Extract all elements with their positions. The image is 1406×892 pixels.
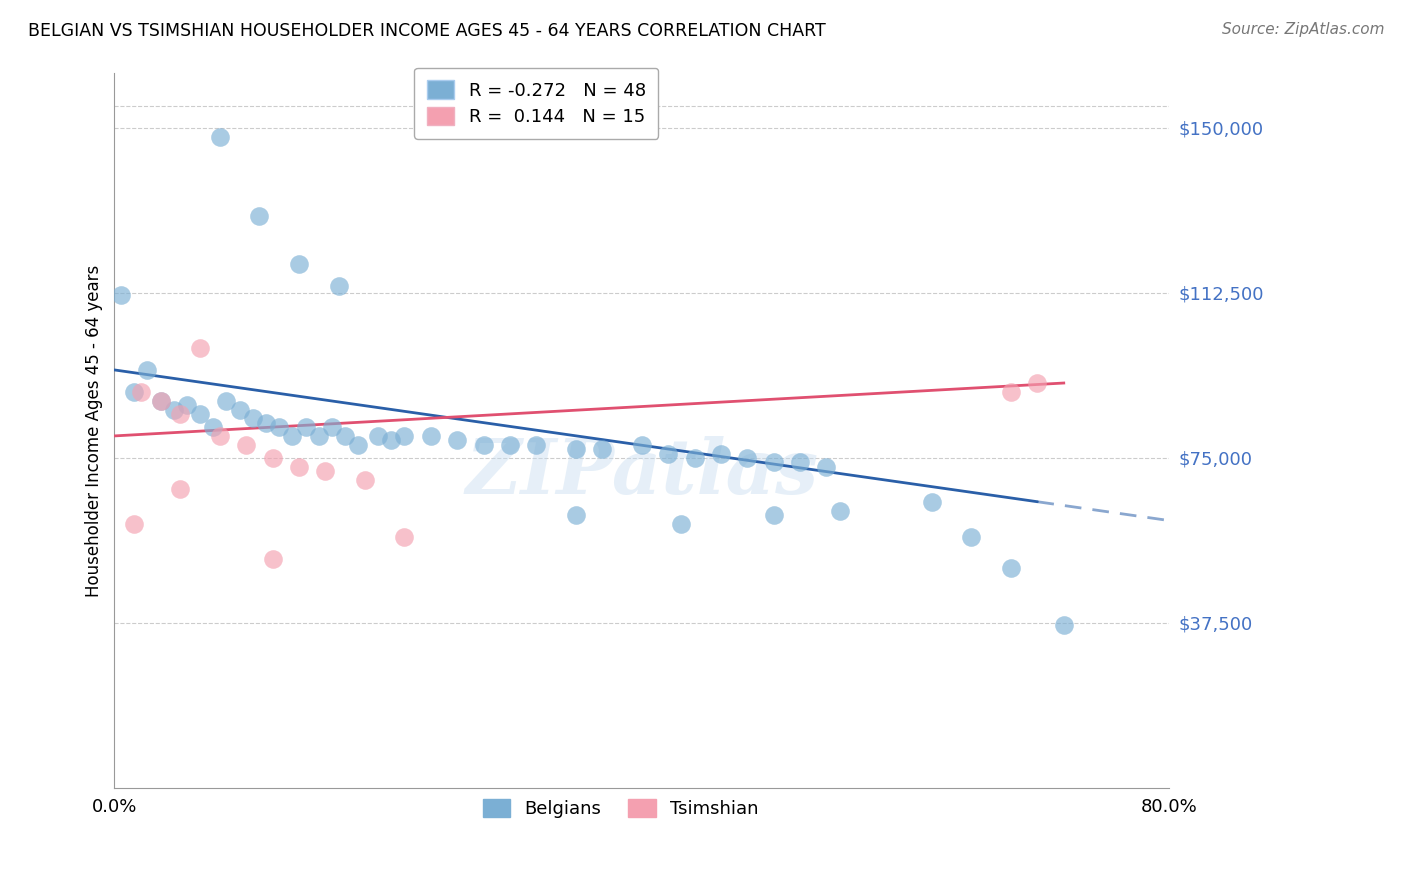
Point: [149, 393, 172, 408]
Point: [288, 459, 311, 474]
Point: [354, 473, 377, 487]
Point: [446, 434, 468, 448]
Point: [394, 429, 416, 443]
Text: ZIPatlas: ZIPatlas: [465, 436, 818, 510]
Point: [789, 455, 811, 469]
Point: [524, 438, 547, 452]
Point: [1000, 561, 1022, 575]
Point: [921, 495, 943, 509]
Point: [242, 411, 264, 425]
Point: [149, 393, 172, 408]
Point: [419, 429, 441, 443]
Point: [208, 129, 231, 144]
Text: BELGIAN VS TSIMSHIAN HOUSEHOLDER INCOME AGES 45 - 64 YEARS CORRELATION CHART: BELGIAN VS TSIMSHIAN HOUSEHOLDER INCOME …: [28, 22, 825, 40]
Point: [136, 363, 159, 377]
Point: [737, 450, 759, 465]
Point: [262, 552, 284, 566]
Point: [235, 438, 257, 452]
Text: Source: ZipAtlas.com: Source: ZipAtlas.com: [1222, 22, 1385, 37]
Point: [347, 438, 370, 452]
Point: [472, 438, 495, 452]
Point: [188, 341, 211, 355]
Point: [294, 420, 316, 434]
Point: [499, 438, 522, 452]
Point: [394, 530, 416, 544]
Point: [262, 450, 284, 465]
Point: [591, 442, 613, 456]
Point: [762, 508, 785, 522]
Point: [110, 288, 132, 302]
Point: [565, 508, 588, 522]
Point: [671, 516, 693, 531]
Point: [657, 446, 679, 460]
Point: [163, 402, 186, 417]
Point: [169, 482, 191, 496]
Point: [1026, 376, 1049, 391]
Legend: Belgians, Tsimshian: Belgians, Tsimshian: [475, 791, 766, 825]
Point: [122, 516, 145, 531]
Point: [380, 434, 402, 448]
Point: [176, 398, 198, 412]
Point: [202, 420, 225, 434]
Point: [328, 279, 350, 293]
Y-axis label: Householder Income Ages 45 - 64 years: Householder Income Ages 45 - 64 years: [86, 264, 103, 597]
Point: [333, 429, 356, 443]
Point: [828, 504, 851, 518]
Point: [228, 402, 250, 417]
Point: [815, 459, 838, 474]
Point: [188, 407, 211, 421]
Point: [1000, 384, 1022, 399]
Point: [683, 450, 706, 465]
Point: [208, 429, 231, 443]
Point: [321, 420, 343, 434]
Point: [630, 438, 652, 452]
Point: [762, 455, 785, 469]
Point: [960, 530, 983, 544]
Point: [1053, 618, 1076, 632]
Point: [314, 464, 336, 478]
Point: [215, 393, 238, 408]
Point: [249, 209, 271, 223]
Point: [288, 257, 311, 271]
Point: [122, 384, 145, 399]
Point: [254, 416, 277, 430]
Point: [308, 429, 330, 443]
Point: [269, 420, 291, 434]
Point: [367, 429, 389, 443]
Point: [281, 429, 304, 443]
Point: [565, 442, 588, 456]
Point: [169, 407, 191, 421]
Point: [710, 446, 733, 460]
Point: [129, 384, 152, 399]
